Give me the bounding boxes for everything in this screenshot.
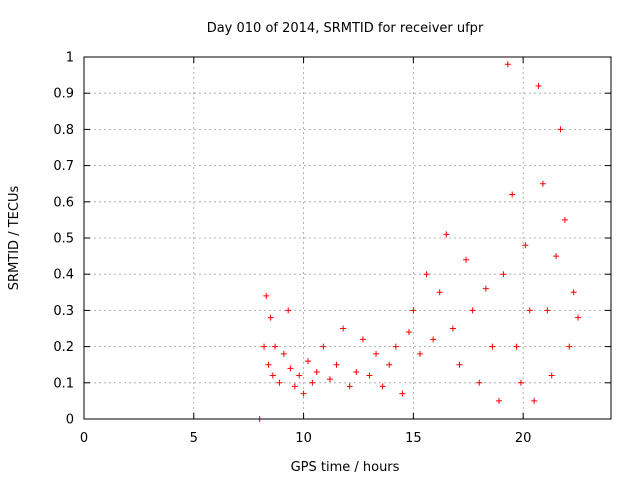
data-point (561, 216, 568, 223)
data-point (566, 343, 573, 350)
y-tick-labels: 0 0.1 0.2 0.3 0.4 0.5 0.6 0.7 0.8 0.9 1 (53, 51, 74, 428)
y-tick-label: 0.7 (53, 159, 74, 174)
y-tick-label: 0.9 (53, 87, 74, 102)
y-tick-label: 0.4 (53, 268, 74, 283)
data-point (320, 343, 327, 350)
data-point (423, 271, 430, 278)
x-axis-label: GPS time / hours (291, 460, 400, 475)
data-point (261, 343, 268, 350)
data-point (379, 383, 386, 390)
grid-lines (84, 57, 611, 419)
chart-title: Day 010 of 2014, SRMTID for receiver ufp… (207, 21, 484, 36)
x-tick-label: 10 (295, 431, 312, 446)
data-point (416, 350, 423, 357)
data-point (326, 376, 333, 383)
data-point (526, 307, 533, 314)
data-point (392, 343, 399, 350)
data-point (513, 343, 520, 350)
y-tick-label: 1 (66, 51, 74, 66)
y-tick-label: 0.5 (53, 232, 74, 247)
data-point (267, 314, 274, 321)
data-point (405, 329, 412, 336)
data-point (291, 383, 298, 390)
data-point (366, 372, 373, 379)
data-point (373, 350, 380, 357)
y-tick-label: 0.3 (53, 304, 74, 319)
axis-ticks (83, 56, 611, 420)
data-point (359, 336, 366, 343)
data-point (539, 180, 546, 187)
data-point (265, 361, 272, 368)
data-point (575, 314, 582, 321)
data-point (353, 368, 360, 375)
data-point (500, 271, 507, 278)
y-tick-label: 0 (66, 413, 74, 428)
data-point (436, 289, 443, 296)
data-point (489, 343, 496, 350)
data-point (456, 361, 463, 368)
data-points (256, 61, 582, 422)
data-point (476, 379, 483, 386)
data-point (557, 126, 564, 133)
data-point (333, 361, 340, 368)
data-point (340, 325, 347, 332)
data-point (346, 383, 353, 390)
data-point (496, 397, 503, 404)
data-point (313, 368, 320, 375)
data-point (553, 253, 560, 260)
data-point (469, 307, 476, 314)
data-point (449, 325, 456, 332)
x-tick-label: 0 (80, 431, 88, 446)
data-point (263, 292, 270, 299)
data-point (570, 289, 577, 296)
data-point (272, 343, 279, 350)
data-point (548, 372, 555, 379)
data-point (287, 365, 294, 372)
y-tick-label: 0.1 (53, 376, 74, 391)
data-point (296, 372, 303, 379)
data-point (463, 256, 470, 263)
y-tick-label: 0.6 (53, 195, 74, 210)
data-point (300, 390, 307, 397)
x-tick-label: 20 (515, 431, 532, 446)
data-point (509, 191, 516, 198)
data-point (535, 82, 542, 89)
data-point (544, 307, 551, 314)
data-point (386, 361, 393, 368)
x-tick-label: 15 (405, 431, 422, 446)
y-tick-label: 0.8 (53, 123, 74, 138)
data-point (280, 350, 287, 357)
plot-frame (83, 56, 612, 420)
data-point (269, 372, 276, 379)
data-point (399, 390, 406, 397)
data-point (430, 336, 437, 343)
data-point (276, 379, 283, 386)
y-tick-label: 0.2 (53, 340, 74, 355)
y-axis-label: SRMTID / TECUs (7, 186, 22, 291)
data-point (285, 307, 292, 314)
x-tick-label: 5 (190, 431, 198, 446)
data-point (443, 231, 450, 238)
data-point (482, 285, 489, 292)
x-tick-labels: 0 5 10 15 20 (80, 431, 532, 446)
data-point (504, 61, 511, 68)
data-point (410, 307, 417, 314)
data-point (309, 379, 316, 386)
data-point (517, 379, 524, 386)
data-point (531, 397, 538, 404)
data-point (522, 242, 529, 249)
data-point (304, 358, 311, 365)
